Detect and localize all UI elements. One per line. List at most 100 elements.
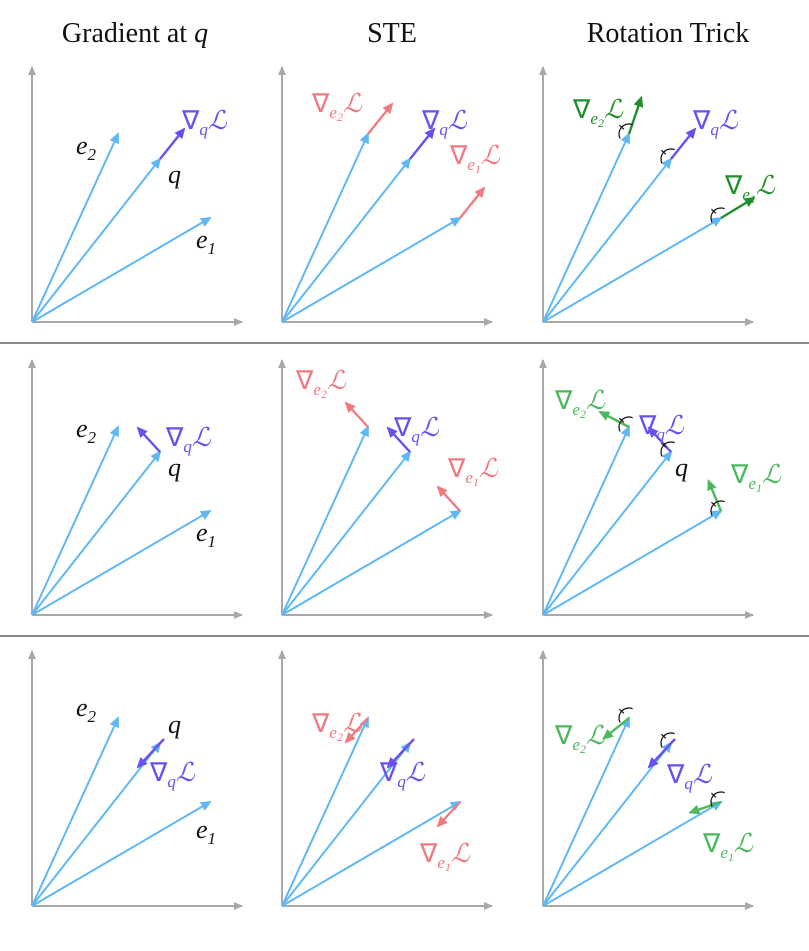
angle-mark-e2-tick bbox=[619, 708, 625, 714]
q-vector bbox=[542, 741, 673, 907]
e2-grad-arrow bbox=[344, 717, 369, 744]
label-grad-q: ∇qℒ bbox=[181, 106, 228, 139]
e1-grad-arrow bbox=[436, 801, 461, 828]
angle-mark-q-tick bbox=[661, 149, 667, 155]
label-e1: e1 bbox=[196, 225, 216, 258]
label-grad-q: ∇qℒ bbox=[666, 760, 713, 793]
q-vector bbox=[281, 157, 412, 323]
panel-r1-c3: ∇e2ℒ ∇qℒ ∇e1ℒ bbox=[539, 66, 776, 326]
label-q: q bbox=[168, 160, 181, 189]
label-e1: e1 bbox=[196, 815, 216, 848]
q-grad-arrow bbox=[136, 738, 165, 769]
label-grad-q: ∇qℒ bbox=[421, 106, 468, 139]
label-grad-q: ∇qℒ bbox=[149, 758, 196, 791]
label-grad-q: ∇qℒ bbox=[638, 411, 685, 444]
e2-grad-arrow bbox=[344, 401, 369, 428]
e1-grad-arrow bbox=[707, 479, 723, 512]
e1-grad-arrow bbox=[720, 197, 756, 220]
label-grad-q: ∇qℒ bbox=[692, 106, 739, 139]
label-grad-e1: ∇e1ℒ bbox=[702, 829, 754, 864]
header-ste: STE bbox=[367, 18, 417, 49]
e1-vector bbox=[281, 509, 462, 616]
e2-grad-arrow bbox=[602, 717, 630, 740]
label-grad-e2: ∇e2ℒ bbox=[554, 386, 606, 421]
q-grad-arrow bbox=[386, 426, 411, 453]
e1-vector bbox=[542, 509, 723, 616]
q-grad-arrow bbox=[386, 738, 415, 769]
e1-vector bbox=[281, 800, 462, 907]
label-e2: e2 bbox=[76, 131, 97, 164]
label-grad-e1: ∇e1ℒ bbox=[447, 454, 499, 489]
header-gradient-at-q: Gradient at q bbox=[62, 18, 208, 49]
label-e2: e2 bbox=[76, 414, 97, 447]
label-grad-e2: ∇e2ℒ bbox=[295, 366, 347, 401]
label-e2: e2 bbox=[76, 693, 97, 726]
panel-r1-c1: e2 q e1 ∇qℒ bbox=[28, 66, 243, 326]
e1-grad-arrow bbox=[436, 485, 461, 512]
q-grad-arrow bbox=[136, 426, 161, 453]
e2-vector bbox=[281, 132, 369, 323]
e2-vector bbox=[31, 425, 119, 616]
q-vector bbox=[281, 741, 412, 907]
angle-mark-q-tick bbox=[661, 733, 667, 739]
e2-vector bbox=[31, 132, 119, 323]
q-grad-arrow bbox=[409, 127, 436, 160]
e2-vector bbox=[281, 425, 369, 616]
header-rotation-trick: Rotation Trick bbox=[587, 18, 750, 49]
q-grad-arrow bbox=[670, 127, 697, 160]
label-grad-e2: ∇e2ℒ bbox=[311, 709, 363, 744]
label-e1: e1 bbox=[196, 518, 216, 551]
label-grad-e1: ∇e1ℒ bbox=[449, 141, 501, 176]
e2-vector bbox=[31, 716, 119, 907]
e1-vector bbox=[542, 216, 723, 323]
label-grad-q: ∇qℒ bbox=[393, 413, 440, 446]
e1-vector bbox=[31, 800, 212, 907]
label-q: q bbox=[168, 710, 181, 739]
e2-grad-arrow bbox=[598, 410, 630, 429]
label-grad-e1: ∇e1ℒ bbox=[730, 460, 782, 495]
angle-mark-e1-tick bbox=[711, 208, 717, 214]
e1-grad-arrow bbox=[459, 186, 486, 219]
angle-mark-e2-tick bbox=[619, 417, 625, 423]
e2-vector bbox=[542, 716, 630, 907]
q-grad-arrow bbox=[159, 127, 186, 160]
e2-grad-arrow bbox=[367, 102, 394, 135]
label-grad-e2: ∇e2ℒ bbox=[554, 721, 606, 756]
q-grad-arrow bbox=[647, 738, 676, 769]
q-vector bbox=[542, 450, 673, 616]
e1-grad-arrow bbox=[688, 800, 722, 815]
e1-vector bbox=[542, 800, 723, 907]
q-grad-arrow bbox=[647, 426, 672, 453]
label-q: q bbox=[675, 453, 688, 482]
label-grad-e2: ∇e2ℒ bbox=[311, 89, 363, 124]
e1-vector bbox=[281, 216, 462, 323]
e1-vector bbox=[31, 509, 212, 616]
panel-r1-c2: ∇e2ℒ ∇qℒ∇e1ℒ bbox=[278, 66, 501, 326]
e2-vector bbox=[542, 132, 630, 323]
q-vector bbox=[31, 450, 162, 616]
e2-vector bbox=[281, 716, 369, 907]
label-grad-e1: ∇e1ℒ bbox=[724, 171, 776, 206]
panel-r2-c2: ∇e2ℒ ∇qℒ∇e1ℒ bbox=[278, 359, 499, 619]
e2-grad-arrow bbox=[627, 95, 644, 135]
label-grad-e1: ∇e1ℒ bbox=[419, 839, 471, 874]
q-vector bbox=[31, 157, 162, 323]
label-grad-e2: ∇e2ℒ bbox=[572, 95, 624, 130]
label-grad-q: ∇qℒ bbox=[165, 423, 212, 456]
e1-vector bbox=[31, 216, 212, 323]
panel-r3-c3: ∇e2ℒ ∇qℒ ∇e1ℒ bbox=[539, 650, 754, 910]
panel-r2-c1: e2 q e1 ∇qℒ bbox=[28, 359, 243, 619]
angle-mark-e2-tick bbox=[619, 124, 625, 130]
label-grad-q: ∇qℒ bbox=[379, 758, 426, 791]
e2-vector bbox=[542, 425, 630, 616]
angle-mark-e1-tick bbox=[711, 792, 717, 798]
panel-r3-c1: e2 q e1∇qℒ bbox=[28, 650, 243, 910]
angle-mark-q-tick bbox=[661, 442, 667, 448]
q-vector bbox=[31, 741, 162, 907]
panel-r2-c3: ∇e2ℒ ∇qℒ ∇e1ℒ q bbox=[539, 359, 782, 619]
angle-mark-e1-tick bbox=[711, 501, 717, 507]
q-vector bbox=[542, 157, 673, 323]
q-vector bbox=[281, 450, 412, 616]
panel-r3-c2: ∇e2ℒ ∇qℒ ∇e1ℒ bbox=[278, 650, 493, 910]
